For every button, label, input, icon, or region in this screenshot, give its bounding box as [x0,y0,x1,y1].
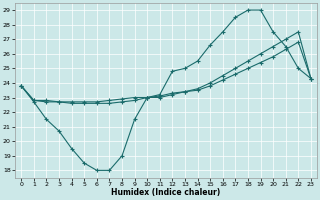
X-axis label: Humidex (Indice chaleur): Humidex (Indice chaleur) [111,188,221,197]
